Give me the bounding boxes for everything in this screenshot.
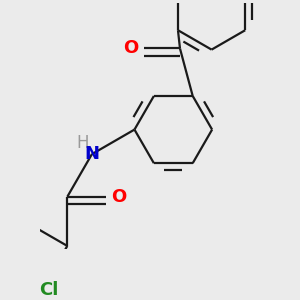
- Text: Cl: Cl: [40, 281, 59, 299]
- Text: N: N: [84, 145, 99, 163]
- Text: O: O: [111, 188, 127, 206]
- Text: H: H: [77, 134, 89, 152]
- Text: O: O: [123, 40, 139, 58]
